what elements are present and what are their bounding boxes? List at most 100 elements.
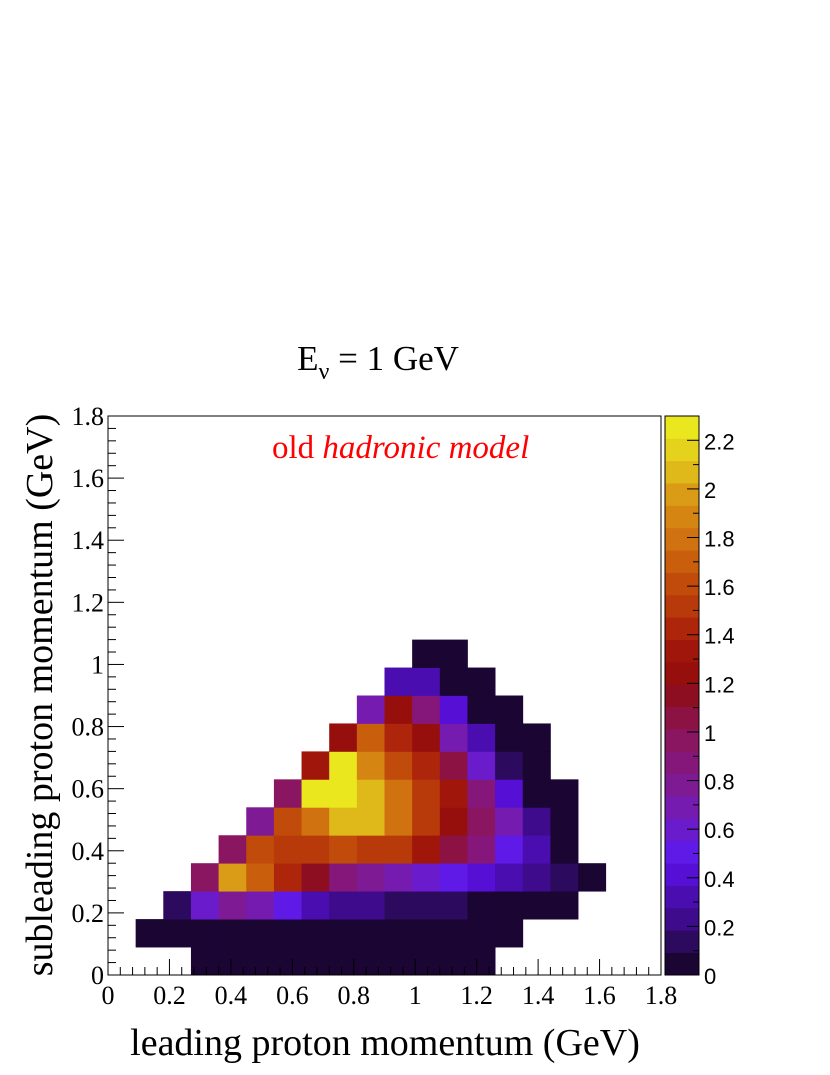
color-scale-bar: [665, 416, 699, 976]
heatmap-cell: [246, 947, 275, 976]
heatmap-cell: [329, 863, 358, 892]
heatmap-cell: [384, 891, 413, 920]
heatmap-cell: [495, 891, 524, 920]
heatmap-cell: [329, 751, 358, 780]
heatmap-cell: [384, 919, 413, 948]
heatmap-cell: [384, 667, 413, 696]
heatmap-cell: [384, 723, 413, 752]
heatmap-cell: [412, 779, 441, 808]
z-tick-label: 2.2: [704, 429, 735, 454]
heatmap-cell: [218, 947, 247, 976]
heatmap-cell: [384, 779, 413, 808]
y-tick-label: 1: [91, 650, 104, 679]
heatmap-cell: [190, 947, 219, 976]
heatmap-cell: [439, 667, 468, 696]
heatmap-cell: [439, 751, 468, 780]
color-scale-step: [665, 416, 699, 439]
heatmap-cell: [412, 891, 441, 920]
heatmap-cell: [246, 835, 275, 864]
color-scale-step: [665, 863, 699, 886]
color-scale-step: [665, 617, 699, 640]
x-tick-label: 0.2: [153, 981, 186, 1010]
heatmap-cell: [384, 863, 413, 892]
heatmap-cell: [329, 807, 358, 836]
y-tick-label: 1.8: [72, 402, 105, 431]
color-scale-frame: [664, 415, 700, 976]
heatmap-cell: [329, 919, 358, 948]
x-tick-label: 1.8: [645, 981, 678, 1010]
heatmap-cell: [467, 779, 496, 808]
heatmap-cell: [467, 863, 496, 892]
color-scale-step: [665, 706, 699, 730]
color-scale-step: [665, 460, 699, 484]
z-tick-label: 1.4: [704, 624, 735, 649]
heatmap-cell: [412, 639, 441, 668]
color-scale-step: [665, 572, 699, 596]
heatmap-cell: [467, 835, 496, 864]
heatmap-cell: [412, 835, 441, 864]
heatmap-cell: [495, 695, 524, 724]
y-tick-label: 1.6: [72, 464, 105, 493]
heatmap-cell: [578, 863, 607, 892]
heatmap-cell: [439, 835, 468, 864]
heatmap-cell: [439, 891, 468, 920]
color-scale-step: [665, 438, 699, 462]
color-scale-step: [665, 527, 699, 551]
x-axis-label: leading proton momentum (GeV): [130, 1022, 640, 1064]
z-tick-label: 0.6: [704, 818, 735, 843]
heatmap-cell: [495, 919, 524, 948]
color-scale-step: [665, 661, 699, 685]
heatmap-cell: [356, 779, 385, 808]
heatmap-cell: [495, 835, 524, 864]
x-tick-label: 0.4: [215, 981, 248, 1010]
heatmap-cell: [329, 947, 358, 976]
heatmap-cell: [329, 891, 358, 920]
color-scale-step: [665, 885, 699, 909]
heatmap-cell: [550, 891, 579, 920]
color-scale-step: [665, 930, 699, 954]
heatmap-cell: [246, 807, 275, 836]
x-tick-label: 0: [102, 981, 115, 1010]
annotation-plain: old: [272, 430, 322, 466]
heatmap-cell: [495, 779, 524, 808]
heatmap-cell: [301, 835, 330, 864]
heatmap-cell: [439, 919, 468, 948]
heatmap-cell: [273, 835, 302, 864]
heatmap-cell: [301, 751, 330, 780]
heatmap-cell: [273, 807, 302, 836]
heatmap-cell: [522, 779, 551, 808]
heatmap-cell: [412, 863, 441, 892]
heatmap-cell: [495, 807, 524, 836]
heatmap-cell: [495, 723, 524, 752]
x-tick-label: 0.6: [276, 981, 309, 1010]
heatmap-cell: [467, 695, 496, 724]
heatmap-cell: [356, 947, 385, 976]
heatmap-cell: [135, 919, 164, 948]
color-scale-step: [665, 773, 699, 797]
chart-title-sub: ν: [318, 359, 329, 385]
heatmap-cell: [439, 863, 468, 892]
heatmap-cell: [356, 891, 385, 920]
y-tick-label: 0.4: [72, 837, 105, 866]
heatmap-cell: [467, 947, 496, 976]
color-scale-step: [665, 483, 699, 506]
heatmap-cell: [467, 751, 496, 780]
heatmap-cell: [522, 891, 551, 920]
heatmap-cell: [412, 723, 441, 752]
y-tick-label: 0.8: [72, 713, 105, 742]
heatmap-cell: [356, 919, 385, 948]
heatmap-cell: [273, 863, 302, 892]
z-tick-label: 0.8: [704, 770, 735, 795]
heatmap-cell: [522, 807, 551, 836]
heatmap-cell: [329, 779, 358, 808]
annotation-italic: hadronic model: [322, 430, 529, 466]
heatmap-cell: [439, 695, 468, 724]
heatmap-cell: [163, 919, 192, 948]
color-scale-step: [665, 684, 699, 708]
tick-labels: 0 0.2 0.4 0.6 0.8 1 1.2 1.4 1.6 1.8 0 0.2 0.4 0.6 0.8 1…: [72, 402, 735, 1010]
heatmap-cell: [356, 751, 385, 780]
y-axis-label: subleading proton momentum (GeV): [19, 414, 61, 977]
color-scale-step: [665, 796, 699, 819]
model-annotation: old hadronic model: [272, 430, 529, 466]
heatmap-cell: [356, 863, 385, 892]
